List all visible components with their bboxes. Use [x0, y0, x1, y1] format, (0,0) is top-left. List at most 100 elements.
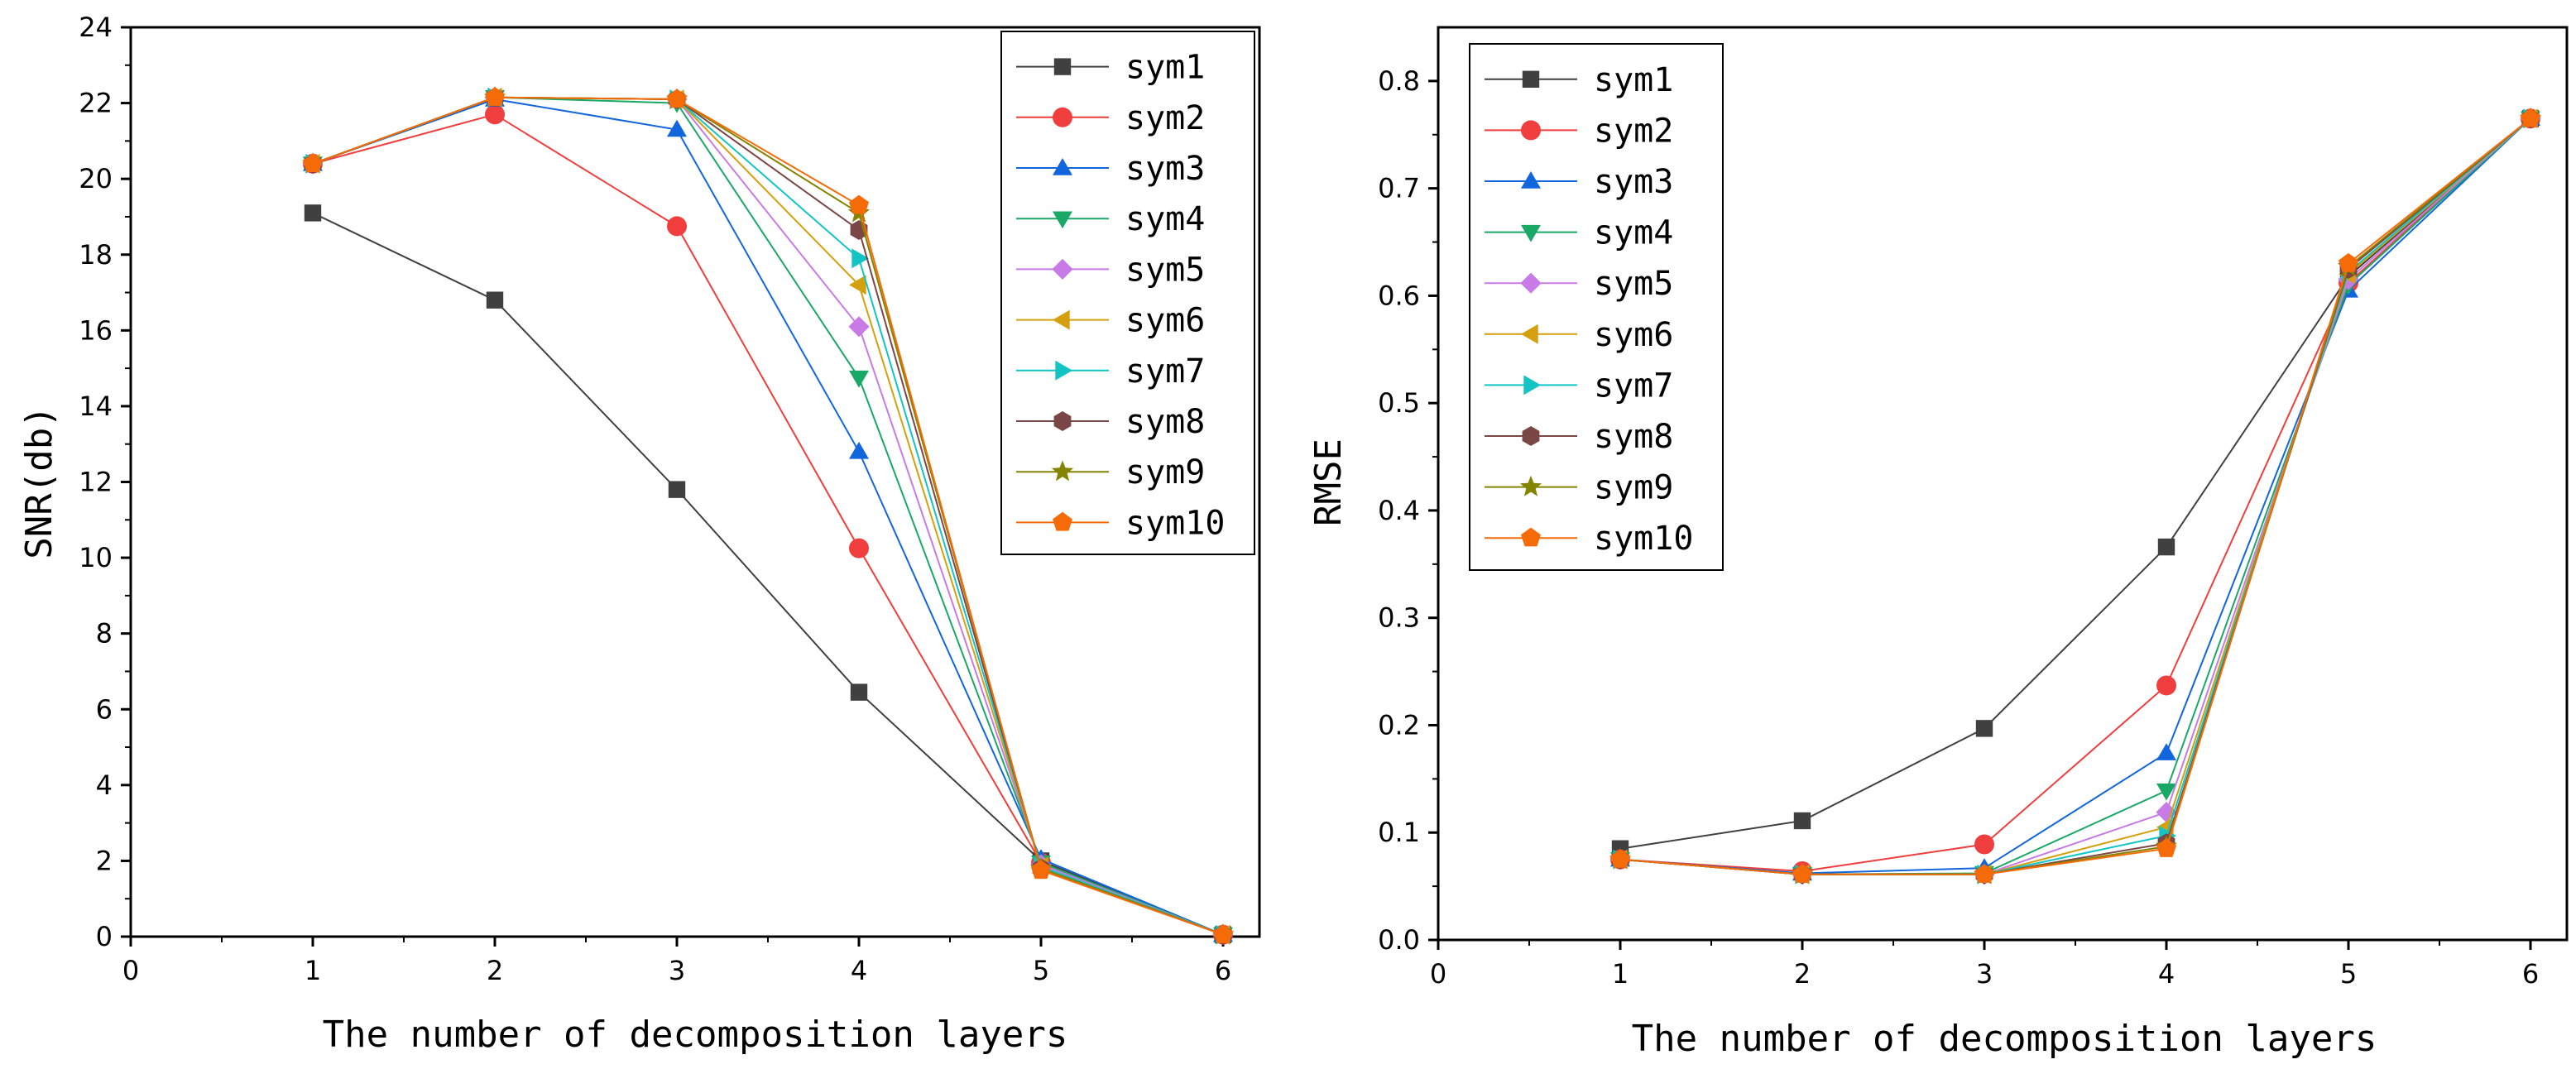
- chart-panel-2: 0 1 2 3 4 5 6 0.0 0.1 0.2 0.3 0.4 0.5 0.6 0.7 0.8 The nu…: [1307, 26, 2569, 1060]
- legend-item-sym10: sym10: [1485, 520, 1693, 558]
- legend-item-sym10: sym10: [1016, 504, 1225, 542]
- x-tick-label: 3: [669, 955, 685, 986]
- series-line-sym10: [312, 96, 1224, 936]
- x-tick-label: 6: [1215, 955, 1231, 986]
- y-tick-label: 24: [79, 12, 113, 43]
- legend-marker: [1051, 460, 1074, 482]
- x-tick-label: 4: [851, 955, 867, 986]
- x-tick-label: 5: [1033, 955, 1049, 986]
- legend-item-sym5: sym5: [1485, 265, 1673, 303]
- legend-item-sym7: sym7: [1016, 352, 1205, 391]
- x-tick-label: 4: [2158, 958, 2175, 990]
- data-point-sym3: [2156, 743, 2176, 760]
- legend-item-sym2: sym2: [1016, 99, 1205, 137]
- legend-marker: [1522, 426, 1540, 446]
- y-axis-title: SNR(db): [18, 405, 60, 558]
- legend-item-sym3: sym3: [1016, 150, 1205, 188]
- y-tick-label: 0.7: [1378, 173, 1420, 204]
- y-tick-label: 0.5: [1378, 387, 1420, 419]
- y-axis-title: RMSE: [1307, 439, 1350, 526]
- legend-box: [1000, 31, 1255, 555]
- x-tick-label: 2: [1794, 958, 1811, 990]
- legend-marker: [1055, 360, 1072, 381]
- legend-label: sym2: [1125, 99, 1205, 137]
- legend-marker: [1520, 272, 1542, 294]
- legend-item-sym5: sym5: [1016, 251, 1205, 289]
- legend-label: sym3: [1594, 163, 1673, 201]
- data-point-sym2: [1974, 834, 1994, 855]
- legend-item-sym6: sym6: [1016, 302, 1205, 340]
- y-tick-label: 0: [96, 921, 113, 952]
- legend-item-sym2: sym2: [1485, 112, 1673, 150]
- legend-label: sym2: [1594, 112, 1673, 150]
- legend-label: sym10: [1594, 520, 1693, 558]
- legend-label: sym6: [1594, 316, 1673, 354]
- legend-label: sym1: [1125, 49, 1205, 87]
- data-point-sym10: [1974, 864, 1994, 883]
- legend-marker: [1053, 158, 1072, 175]
- data-point-sym4: [849, 370, 869, 388]
- data-point-sym5: [848, 316, 870, 338]
- y-tick-label: 0.3: [1378, 602, 1420, 634]
- y-tick-label: 14: [79, 391, 113, 422]
- series-line-sym1: [312, 212, 1224, 936]
- data-point-sym10: [1213, 924, 1233, 943]
- legend-marker: [1053, 58, 1072, 75]
- y-tick-label: 0.6: [1378, 280, 1420, 311]
- data-point-sym10: [2339, 252, 2358, 272]
- legend-label: sym1: [1594, 61, 1673, 99]
- x-tick-label: 6: [2522, 958, 2539, 990]
- y-tick-label: 12: [79, 467, 113, 498]
- data-point-sym10: [485, 87, 505, 106]
- series-line-sym3: [1619, 117, 2531, 875]
- series-line-sym3: [312, 98, 1224, 936]
- series-sym10: [1610, 108, 2540, 883]
- legend-label: sym8: [1594, 418, 1673, 456]
- data-point-sym1: [1975, 720, 1993, 737]
- y-tick-label: 18: [79, 239, 113, 271]
- legend-marker: [1521, 224, 1541, 242]
- y-tick-label: 0.0: [1378, 924, 1420, 956]
- legend-box: [1469, 43, 1724, 571]
- data-point-sym1: [2157, 538, 2175, 556]
- series-line-sym2: [1619, 117, 2531, 873]
- x-axis-title: The number of decomposition layers: [323, 1014, 1068, 1056]
- data-point-sym10: [1031, 860, 1051, 880]
- legend-label: sym3: [1125, 150, 1205, 188]
- legend-label: sym9: [1125, 453, 1205, 491]
- legend-marker: [1519, 475, 1542, 496]
- data-point-sym4: [2156, 783, 2176, 801]
- y-tick-label: 20: [79, 163, 113, 194]
- data-point-sym10: [303, 153, 323, 172]
- data-point-sym10: [2521, 108, 2540, 127]
- legend: sym1 sym2 sym3 sym4 sym5 sym6 sym7 sym8 sym9 sym1…: [1469, 43, 1724, 571]
- legend-item-sym9: sym9: [1016, 453, 1205, 491]
- legend: sym1 sym2 sym3 sym4 sym5 sym6 sym7 sym8 sym9 sym1…: [1000, 31, 1255, 555]
- x-tick-label: 0: [122, 955, 139, 986]
- data-point-sym2: [849, 538, 869, 558]
- x-axis-title: The number of decomposition layers: [1632, 1018, 2377, 1060]
- legend-item-sym3: sym3: [1485, 163, 1673, 201]
- legend-marker: [1521, 527, 1541, 547]
- legend-marker: [1052, 258, 1073, 280]
- legend-item-sym4: sym4: [1016, 200, 1205, 238]
- data-point-sym1: [304, 204, 322, 222]
- legend-marker: [1521, 171, 1541, 189]
- y-tick-label: 0.1: [1378, 817, 1420, 848]
- x-tick-label: 3: [1976, 958, 1993, 990]
- legend-marker: [1053, 511, 1072, 531]
- series-line-sym10: [1619, 117, 2531, 875]
- y-tick-label: 2: [96, 845, 113, 876]
- legend-item-sym1: sym1: [1016, 49, 1205, 87]
- data-point-sym7: [851, 248, 869, 269]
- legend-marker: [1053, 211, 1072, 229]
- plot-frame: [1437, 26, 2569, 942]
- data-point-sym1: [486, 291, 504, 309]
- legend-item-sym6: sym6: [1485, 316, 1673, 354]
- x-tick-label: 5: [2340, 958, 2357, 990]
- data-point-sym6: [849, 275, 866, 295]
- data-point-sym2: [485, 104, 505, 125]
- legend-marker: [1053, 107, 1072, 127]
